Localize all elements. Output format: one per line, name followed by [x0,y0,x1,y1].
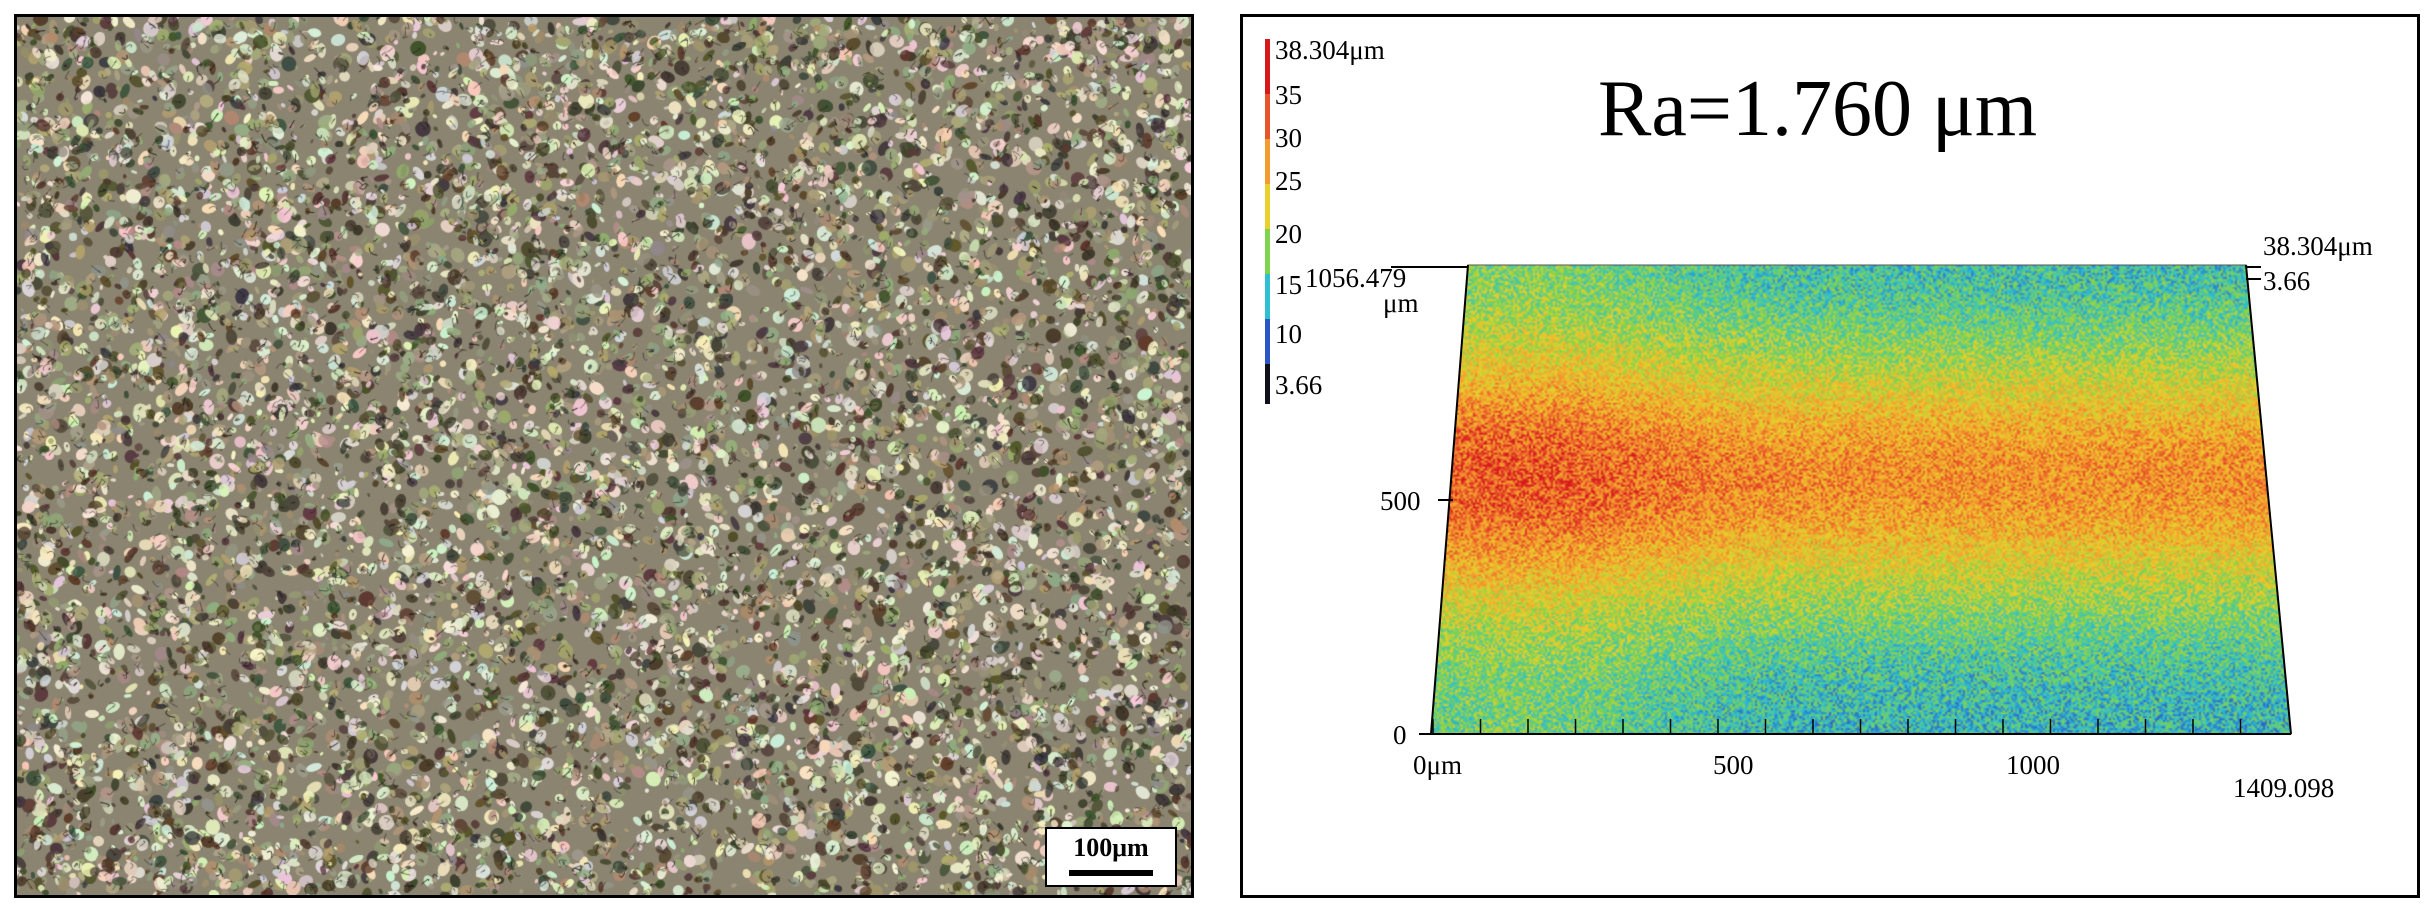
color-scale-segment [1265,184,1270,229]
color-scale-label: 25 [1275,166,1302,196]
z-axis-min-label: 3.66 [2263,266,2310,296]
color-scale-label: 35 [1275,80,1302,110]
color-scale-label: 30 [1275,123,1302,153]
y-axis-max-label: 1056.479 [1305,263,1406,293]
x-axis-start-label: 0μm [1413,750,1462,780]
micrograph-image [17,17,1191,895]
color-scale-segment [1265,274,1270,319]
color-scale-label: 20 [1275,219,1302,249]
color-scale-label: 15 [1275,270,1302,300]
color-scale-label-min: 3.66 [1275,370,1322,400]
color-scale-segment [1265,229,1270,274]
y-axis-mid-label: 500 [1380,486,1421,516]
z-axis-line [2245,264,2292,735]
color-scale-label-max: 38.304μm [1275,35,1385,65]
scale-bar-label: 100μm [1073,833,1149,862]
roughness-label: Ra=1.760 μm [1598,65,2037,153]
color-scale-segment [1265,94,1270,139]
color-scale-segment [1265,39,1270,94]
color-scale-segment [1265,319,1270,364]
color-scale-segment [1265,364,1270,404]
z-axis-max-label: 38.304μm [2263,231,2373,261]
y-axis-max-unit: μm [1383,288,1418,318]
scale-bar: 100μm [1045,827,1177,887]
y-axis-zero-label: 0 [1393,720,1407,750]
x-axis-ticks [1432,719,2242,734]
scale-bar-line [1069,870,1153,876]
x-axis-mid2-label: 1000 [2006,750,2060,780]
surface-height-map [1431,265,2291,734]
color-scale-label: 10 [1275,319,1302,349]
optical-micrograph-panel: 100μm [14,14,1194,898]
x-axis-mid-label: 500 [1713,750,1754,780]
x-axis-end-label: 1409.098 [2233,773,2334,803]
surface-profile-panel: 38.304μm 35 30 25 20 15 10 3.66 Ra=1.760… [1240,14,2420,898]
surface-profile-plot: 38.304μm 35 30 25 20 15 10 3.66 Ra=1.760… [1265,35,2373,803]
color-scale-segment [1265,139,1270,184]
